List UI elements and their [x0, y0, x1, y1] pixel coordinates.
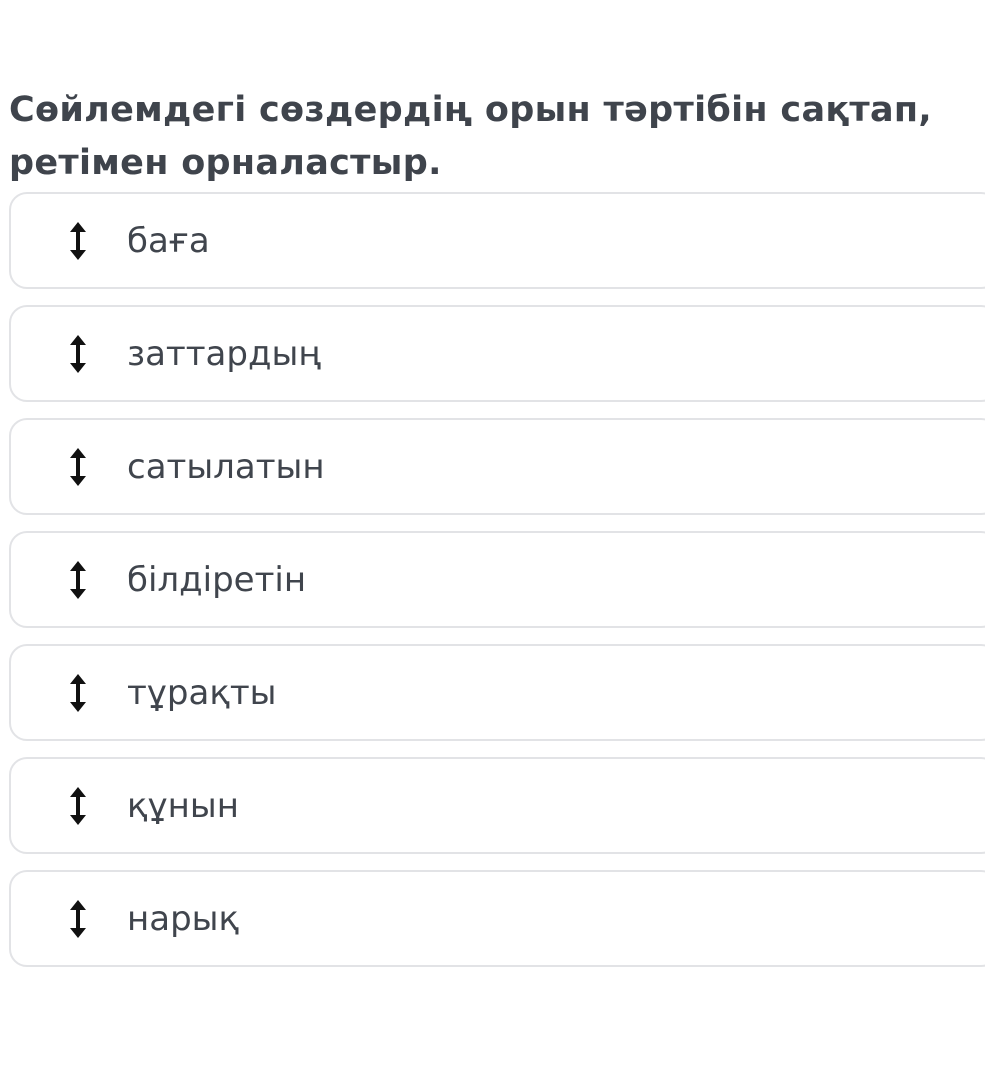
item-label: тұрақты — [127, 672, 277, 713]
drag-handle-icon[interactable] — [65, 559, 91, 601]
sortable-item[interactable]: білдіретін — [9, 531, 985, 628]
drag-handle-icon[interactable] — [65, 333, 91, 375]
sortable-item[interactable]: тұрақты — [9, 644, 985, 741]
item-label: нарық — [127, 898, 240, 939]
item-label: сатылатын — [127, 446, 325, 487]
sortable-item[interactable]: құнын — [9, 757, 985, 854]
sortable-item[interactable]: нарық — [9, 870, 985, 967]
item-label: құнын — [127, 785, 239, 826]
item-label: білдіретін — [127, 559, 307, 600]
sortable-item[interactable]: заттардың — [9, 305, 985, 402]
drag-handle-icon[interactable] — [65, 220, 91, 262]
sortable-item[interactable]: баға — [9, 192, 985, 289]
drag-handle-icon[interactable] — [65, 898, 91, 940]
drag-handle-icon[interactable] — [65, 785, 91, 827]
sortable-item[interactable]: сатылатын — [9, 418, 985, 515]
drag-handle-icon[interactable] — [65, 672, 91, 714]
item-label: заттардың — [127, 333, 321, 374]
question-title: Сөйлемдегі сөздердің орын тәртібін сақта… — [9, 90, 932, 183]
sortable-list: баға заттардың сатылатын білдіретін тұрақты қ… — [9, 192, 985, 983]
item-label: баға — [127, 220, 210, 261]
drag-handle-icon[interactable] — [65, 446, 91, 488]
